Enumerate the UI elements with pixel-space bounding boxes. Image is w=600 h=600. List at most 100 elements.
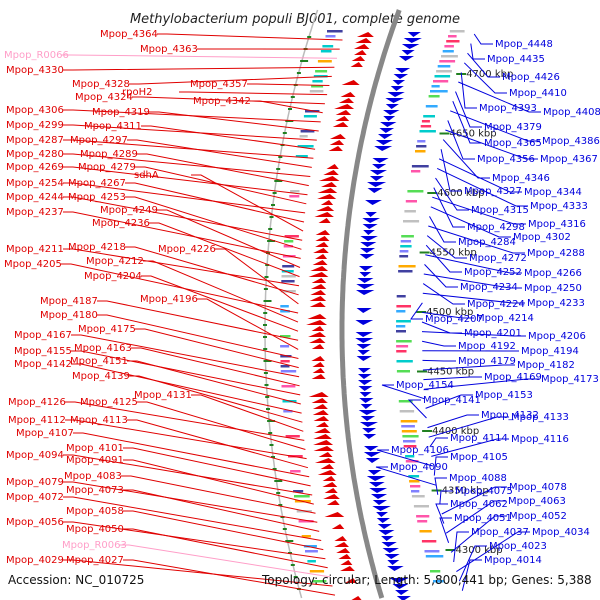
right-gene-label[interactable]: Mpop_4153 (475, 390, 533, 401)
left-gene-label[interactable]: Mpop_4204 (84, 271, 142, 282)
left-gene-label[interactable]: Mpop_4167 (14, 330, 72, 341)
left-gene-label[interactable]: Mpop_4287 (6, 135, 64, 146)
right-gene-label[interactable]: Mpop_4192 (458, 341, 516, 352)
left-gene-label[interactable]: Mpop_4139 (72, 371, 130, 382)
right-gene-label[interactable]: Mpop_4088 (449, 473, 507, 484)
left-gene-label[interactable]: Mpop_4254 (6, 178, 64, 189)
right-gene-label[interactable]: Mpop_4435 (487, 54, 545, 65)
right-gene-label[interactable]: Mpop_4224 (467, 299, 525, 310)
right-gene-label[interactable]: Mpop_4272 (469, 253, 527, 264)
left-gene-label[interactable]: Mpop_4269 (6, 162, 64, 173)
left-gene-label[interactable]: Mpop_4112 (8, 415, 66, 426)
left-gene-labels[interactable]: Mpop_4364 Mpop_4363 Mpop_R0066 Mpop_4330 Mpo… (4, 29, 251, 566)
right-gene-label[interactable]: Mpop_4182 (517, 360, 575, 371)
left-gene-label[interactable]: Mpop_4324 (75, 92, 133, 103)
right-gene-label[interactable]: Mpop_4169 (484, 372, 542, 383)
left-gene-label[interactable]: Mpop_4107 (16, 428, 74, 439)
left-gene-label[interactable]: Mpop_4342 (193, 96, 251, 107)
right-gene-label[interactable]: Mpop_4233 (527, 298, 585, 309)
right-gene-label[interactable]: Mpop_4410 (509, 88, 567, 99)
left-gene-label[interactable]: Mpop_4267 (68, 178, 126, 189)
left-gene-label[interactable]: Mpop_4299 (6, 120, 64, 131)
right-gene-label[interactable]: Mpop_4315 (471, 205, 529, 216)
left-gene-label[interactable]: Mpop_4094 (6, 450, 64, 461)
left-gene-label[interactable]: Mpop_4113 (70, 415, 128, 426)
right-gene-label[interactable]: Mpop_4365 (484, 138, 542, 149)
right-gene-label[interactable]: Mpop_4214 (476, 313, 534, 324)
left-gene-label[interactable]: Mpop_4205 (4, 259, 62, 270)
left-gene-label[interactable]: Mpop_4211 (6, 244, 64, 255)
right-gene-label[interactable]: Mpop_4014 (484, 555, 542, 566)
left-gene-label[interactable]: Mpop_4218 (68, 242, 126, 253)
right-gene-label[interactable]: Mpop_4408 (543, 107, 600, 118)
left-gene-label[interactable]: Mpop_R0066 (4, 50, 69, 61)
right-gene-label[interactable]: Mpop_4266 (524, 268, 582, 279)
left-gene-label[interactable]: Mpop_4131 (134, 390, 192, 401)
right-gene-label[interactable]: Mpop_4234 (460, 282, 518, 293)
left-gene-label[interactable]: Mpop_4151 (70, 356, 128, 367)
left-gene-label[interactable]: Mpop_4072 (6, 492, 64, 503)
left-gene-label[interactable]: Mpop_4155 (14, 346, 72, 357)
right-gene-label[interactable]: Mpop_4132 (481, 410, 539, 421)
left-gene-label[interactable]: Mpop_4306 (6, 105, 64, 116)
left-gene-label[interactable]: Mpop_4056 (6, 517, 64, 528)
right-gene-label[interactable]: Mpop_4316 (528, 219, 586, 230)
left-gene-label[interactable]: Mpop_4050 (66, 524, 124, 535)
right-gene-labels[interactable]: Mpop_4448 Mpop_4435 Mpop_4426 Mpop_4410 Mpop… (390, 39, 600, 566)
right-gene-label[interactable]: Mpop_4448 (495, 39, 553, 50)
right-gene-label[interactable]: Mpop_4386 (542, 136, 600, 147)
left-gene-label[interactable]: Mpop_4328 (72, 79, 130, 90)
left-gene-label[interactable]: Mpop_4187 (40, 296, 98, 307)
right-gene-label[interactable]: Mpop_4252 (464, 267, 522, 278)
left-gene-label[interactable]: Mpop_4280 (6, 149, 64, 160)
right-gene-label[interactable]: Mpop_4062 (450, 499, 508, 510)
right-gene-label[interactable]: Mpop_4051 (454, 513, 512, 524)
left-gene-label[interactable]: Mpop_4363 (140, 44, 198, 55)
right-gene-label[interactable]: Mpop_4063 (508, 496, 566, 507)
right-gene-label[interactable]: Mpop_4250 (524, 283, 582, 294)
right-gene-label[interactable]: Mpop_4075 (455, 486, 513, 497)
left-gene-label[interactable]: Mpop_4126 (8, 397, 66, 408)
left-gene-label[interactable]: Mpop_4029 (6, 555, 64, 566)
left-gene-label[interactable]: Mpop_4073 (66, 485, 124, 496)
right-gene-label[interactable]: Mpop_4327 (464, 186, 522, 197)
left-gene-label[interactable]: Mpop_4279 (78, 162, 136, 173)
right-gene-label[interactable]: Mpop_4333 (530, 201, 588, 212)
left-gene-label[interactable]: sdhA (134, 170, 159, 181)
right-gene-label[interactable]: Mpop_4037 (471, 527, 529, 538)
right-gene-label[interactable]: Mpop_4356 (477, 154, 535, 165)
right-gene-label[interactable]: Mpop_4367 (540, 154, 598, 165)
right-gene-label[interactable]: Mpop_4344 (524, 187, 582, 198)
right-gene-label[interactable]: Mpop_4106 (391, 445, 449, 456)
left-gene-label[interactable]: Mpop_4125 (80, 397, 138, 408)
right-gene-label[interactable]: Mpop_4207 (425, 314, 483, 325)
left-gene-label[interactable]: Mpop_4058 (66, 506, 124, 517)
left-gene-label[interactable]: Mpop_4079 (6, 477, 64, 488)
right-gene-label[interactable]: Mpop_4201 (464, 328, 522, 339)
right-gene-label[interactable]: Mpop_4052 (509, 511, 567, 522)
left-gene-label[interactable]: Mpop_4196 (140, 294, 198, 305)
right-gene-label[interactable]: Mpop_4034 (532, 527, 590, 538)
right-gene-label[interactable]: Mpop_4179 (458, 356, 516, 367)
right-gene-label[interactable]: Mpop_4379 (484, 122, 542, 133)
right-gene-label[interactable]: Mpop_4393 (479, 103, 537, 114)
left-gene-label[interactable]: rpoH2 (122, 87, 152, 98)
left-gene-label[interactable]: Mpop_4237 (6, 207, 64, 218)
left-gene-label[interactable]: Mpop_4142 (14, 359, 72, 370)
left-gene-label[interactable]: Mpop_4236 (92, 218, 150, 229)
left-gene-label[interactable]: Mpop_4091 (66, 455, 124, 466)
right-gene-label[interactable]: Mpop_4206 (528, 331, 586, 342)
right-gene-label[interactable]: Mpop_4284 (458, 237, 516, 248)
left-gene-label[interactable]: Mpop_4330 (6, 65, 64, 76)
right-gene-label[interactable]: Mpop_4090 (390, 462, 448, 473)
right-gene-label[interactable]: Mpop_4194 (521, 346, 579, 357)
left-gene-label[interactable]: Mpop_4364 (100, 29, 158, 40)
right-gene-label[interactable]: Mpop_4173 (541, 374, 599, 385)
right-gene-label[interactable]: Mpop_4023 (489, 541, 547, 552)
left-gene-label[interactable]: Mpop_R0063 (62, 540, 127, 551)
right-gene-label[interactable]: Mpop_4114 (450, 433, 508, 444)
right-gene-label[interactable]: Mpop_4298 (467, 222, 525, 233)
right-gene-label[interactable]: Mpop_4116 (511, 434, 569, 445)
left-gene-label[interactable]: Mpop_4289 (80, 149, 138, 160)
right-gene-label[interactable]: Mpop_4426 (502, 72, 560, 83)
